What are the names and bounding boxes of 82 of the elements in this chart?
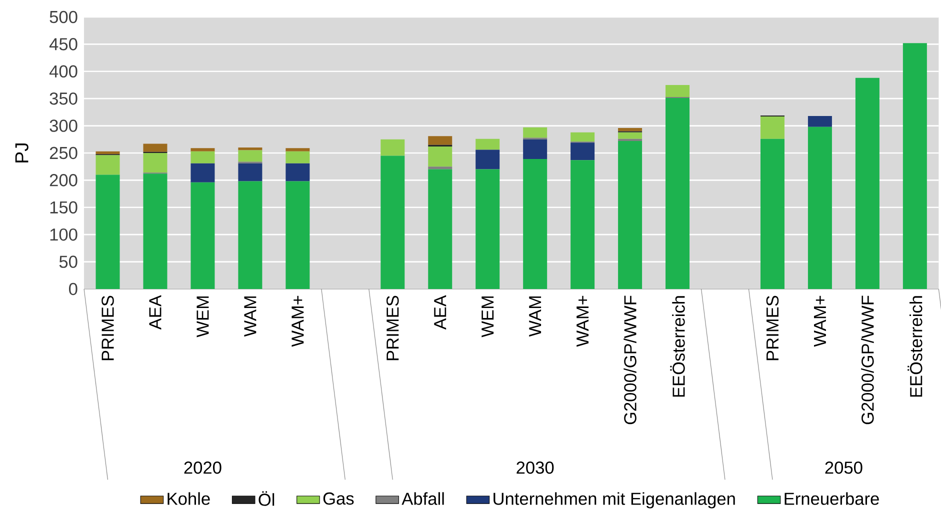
bar	[428, 166, 452, 170]
text: 2020	[184, 462, 222, 474]
y-tick-label: 150	[50, 201, 78, 214]
bar	[380, 139, 405, 156]
legend-label: Öl	[258, 491, 274, 506]
x-tick-label: WEM	[482, 296, 494, 338]
bar	[808, 126, 832, 289]
bar	[618, 138, 642, 142]
bar	[96, 155, 120, 175]
legend-label: Gas	[323, 492, 354, 505]
x-tick-label: PRIMES	[766, 296, 779, 360]
bar	[238, 150, 262, 162]
bar	[476, 150, 500, 170]
bar	[523, 127, 548, 138]
x-tick-label: WEM	[196, 296, 209, 338]
bar	[380, 156, 405, 289]
bar	[570, 132, 595, 142]
bar	[523, 158, 548, 289]
legend-label: Abfall	[402, 492, 444, 505]
y-tick-label: 300	[50, 120, 78, 132]
bar	[190, 182, 215, 289]
bar	[618, 128, 642, 132]
bar	[286, 181, 310, 289]
bar	[143, 174, 168, 289]
bar	[190, 163, 215, 182]
legend-label: Unternehmen mit Eigenanlagen	[494, 492, 735, 508]
bar	[96, 151, 120, 154]
bar	[238, 163, 262, 182]
x-tick-label: WAM	[529, 296, 542, 337]
x-tick-label: WAM+	[576, 296, 589, 347]
y-tick-label: 0	[68, 282, 78, 296]
bar	[760, 138, 784, 289]
x-tick-label: G2000/GP/WWF	[861, 296, 874, 424]
bar	[618, 141, 642, 289]
y-tick-label: 500	[50, 10, 78, 24]
x-tick-label: AEA	[434, 295, 446, 330]
bar	[570, 160, 595, 289]
x-tick-label: WAM+	[814, 296, 826, 347]
y-tick-label: 450	[49, 38, 78, 50]
bar	[143, 144, 168, 152]
y-tick-label: 250	[50, 146, 78, 160]
bar	[96, 174, 120, 289]
bar	[808, 116, 832, 127]
bar	[286, 163, 310, 182]
y-axis-title: PJ	[15, 143, 28, 162]
text: 2030	[516, 462, 554, 474]
bar	[476, 169, 500, 289]
bar	[428, 136, 452, 145]
legend-label: Erneuerbare	[784, 492, 879, 505]
y-tick-label: 100	[50, 228, 78, 241]
bar	[666, 98, 690, 289]
y-tick-label: 50	[59, 256, 78, 268]
y-tick-label: 200	[50, 174, 78, 186]
text: 2050	[825, 462, 862, 474]
bar	[286, 148, 310, 152]
bar	[618, 132, 642, 139]
x-tick-label: WAM	[244, 296, 256, 337]
x-tick-label: PRIMES	[386, 296, 399, 360]
bar	[570, 142, 595, 160]
bar	[143, 152, 168, 173]
x-tick-label: PRIMES	[102, 296, 114, 360]
legend-label: Kohle	[168, 492, 210, 505]
y-tick-label: 400	[49, 65, 78, 78]
y-tick-label: 350	[50, 92, 78, 105]
bar	[428, 146, 452, 167]
x-tick-label: WAM+	[292, 296, 304, 347]
bar	[238, 148, 262, 150]
bar	[855, 78, 880, 289]
x-tick-label: EEÖsterreich	[670, 296, 685, 397]
bar	[666, 85, 690, 97]
x-tick-label: G2000/GP/WWF	[624, 296, 636, 424]
bar	[428, 169, 452, 289]
bar	[190, 148, 215, 152]
bar	[760, 116, 784, 139]
bar	[238, 181, 262, 289]
bar	[902, 43, 927, 289]
bar	[523, 139, 548, 159]
x-tick-label: AEA	[149, 295, 162, 330]
bar	[286, 151, 310, 164]
bar	[190, 151, 215, 164]
bar	[476, 138, 500, 150]
x-tick-label: EEÖsterreich	[908, 296, 922, 397]
